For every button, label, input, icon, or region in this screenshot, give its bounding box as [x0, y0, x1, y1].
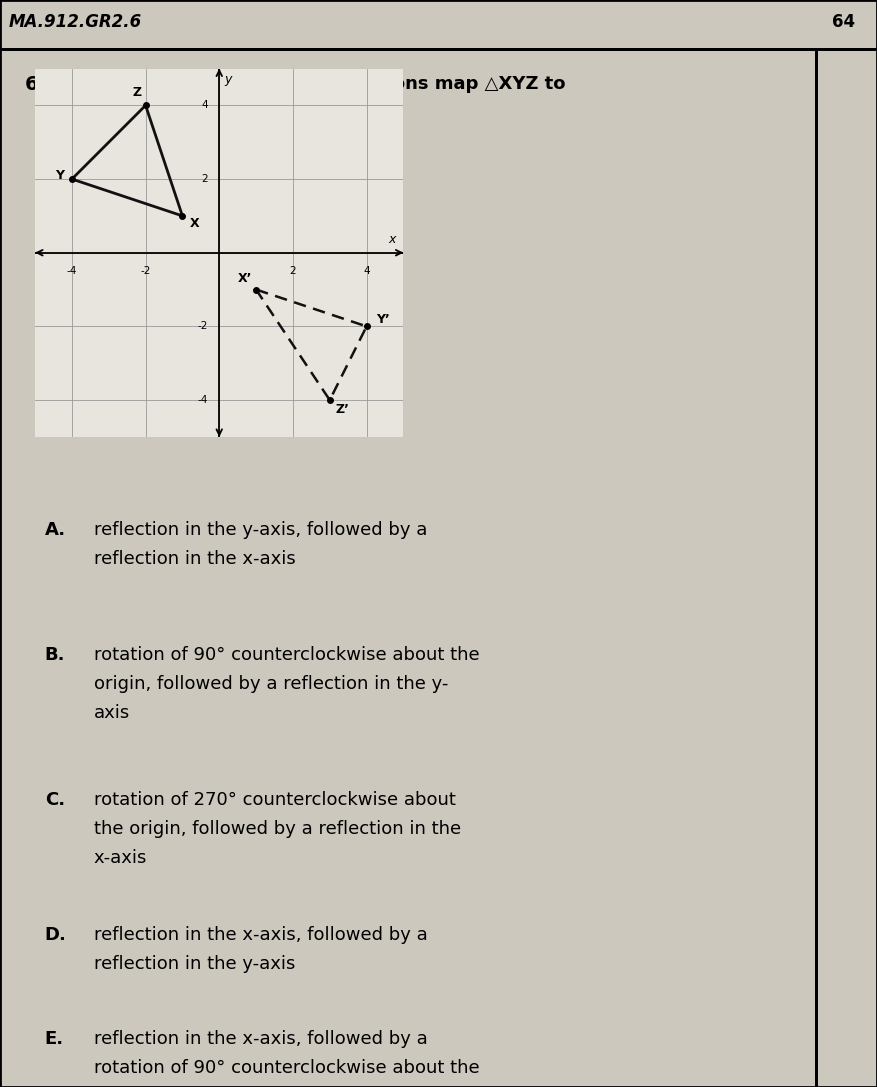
Text: MA.912.GR2.6: MA.912.GR2.6 [9, 13, 142, 32]
Text: Y’: Y’ [375, 313, 389, 326]
Text: -4: -4 [198, 395, 208, 405]
Text: 2: 2 [202, 174, 208, 184]
Text: axis: axis [94, 704, 130, 722]
Text: reflection in the x-axis, followed by a: reflection in the x-axis, followed by a [94, 1029, 428, 1048]
Text: 2: 2 [289, 265, 296, 276]
Text: Which congruence transformations map △XYZ to: Which congruence transformations map △XY… [74, 75, 566, 92]
Text: Z’: Z’ [335, 403, 349, 416]
Text: reflection in the y-axis, followed by a: reflection in the y-axis, followed by a [94, 522, 427, 539]
Text: x-axis: x-axis [94, 849, 147, 867]
Text: 4: 4 [363, 265, 370, 276]
Text: △X’Y’Z’? Select all that apply.: △X’Y’Z’? Select all that apply. [74, 96, 373, 114]
Text: Y: Y [55, 170, 64, 182]
Text: reflection in the y-axis: reflection in the y-axis [94, 955, 296, 973]
Text: A.: A. [45, 522, 66, 539]
Text: reflection in the x-axis, followed by a: reflection in the x-axis, followed by a [94, 926, 428, 945]
Text: x: x [389, 234, 396, 247]
Text: 64: 64 [832, 13, 855, 32]
Text: reflection in the x-axis: reflection in the x-axis [94, 550, 296, 569]
Text: B.: B. [45, 646, 66, 664]
Text: the origin, followed by a reflection in the: the origin, followed by a reflection in … [94, 821, 461, 838]
Text: origin, followed by a reflection in the y-: origin, followed by a reflection in the … [94, 675, 448, 692]
Text: -4: -4 [67, 265, 77, 276]
Text: X’: X’ [238, 272, 252, 285]
Text: -2: -2 [140, 265, 151, 276]
Text: -2: -2 [198, 322, 208, 332]
Text: 63: 63 [25, 75, 52, 93]
Text: rotation of 90° counterclockwise about the: rotation of 90° counterclockwise about t… [94, 646, 480, 664]
Text: E.: E. [45, 1029, 64, 1048]
Text: X: X [189, 217, 199, 230]
Text: D.: D. [45, 926, 67, 945]
Text: y: y [225, 73, 232, 86]
Text: C.: C. [45, 791, 65, 809]
Text: rotation of 90° counterclockwise about the: rotation of 90° counterclockwise about t… [94, 1059, 480, 1077]
Text: rotation of 270° counterclockwise about: rotation of 270° counterclockwise about [94, 791, 456, 809]
Text: 4: 4 [202, 100, 208, 111]
Text: Z: Z [132, 86, 142, 99]
